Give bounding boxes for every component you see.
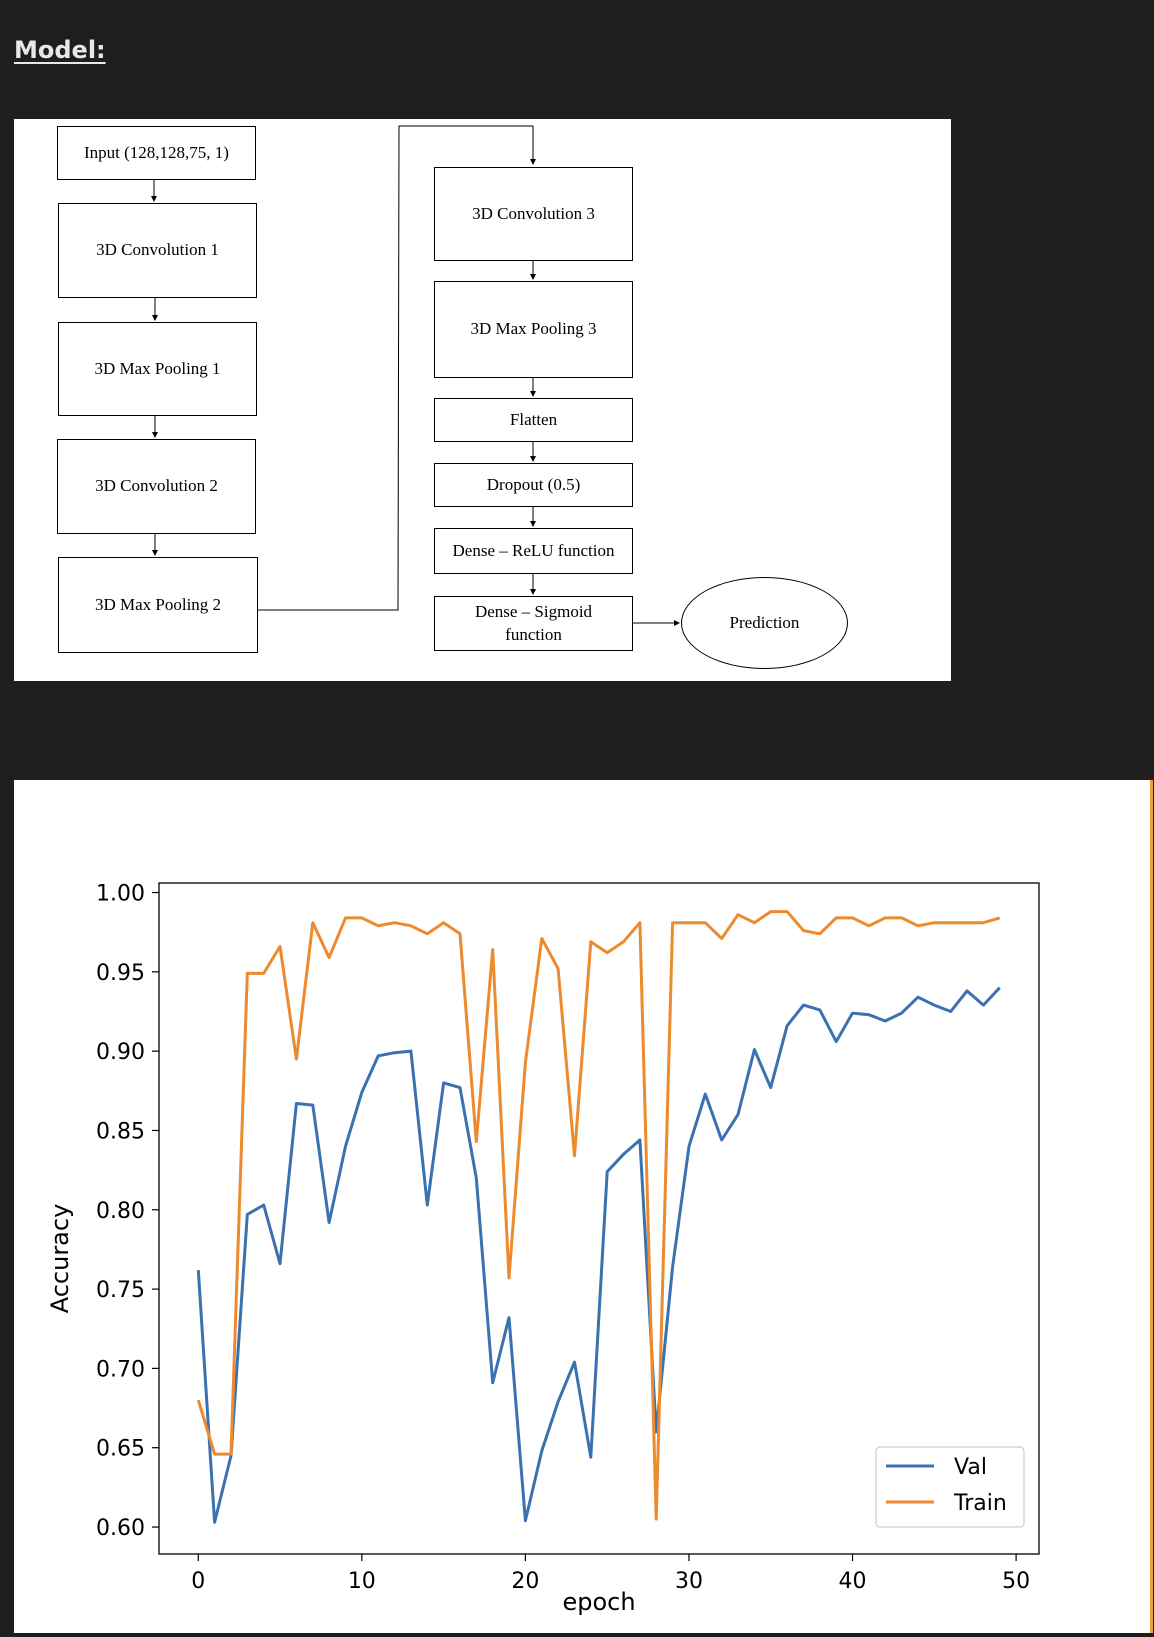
maxpool3-box: 3D Max Pooling 3 <box>434 281 633 378</box>
x-axis-label: epoch <box>562 1588 635 1616</box>
y-tick-label: 0.60 <box>96 1516 145 1541</box>
conv1-box: 3D Convolution 1 <box>58 203 257 298</box>
accuracy-line-chart: 0.60 0.65 0.70 0.75 0.80 0.85 0.90 0.95 1.00 0 10… <box>46 882 1040 1616</box>
dense-sigmoid-line2: function <box>505 624 562 644</box>
x-tick-label: 20 <box>511 1569 539 1594</box>
y-axis-ticks: 0.60 0.65 0.70 0.75 0.80 0.85 0.90 0.95 1.00 <box>96 882 159 1541</box>
chart-legend: Val Train <box>875 1446 1025 1528</box>
y-tick-label: 0.85 <box>96 1119 145 1144</box>
y-tick-label: 0.70 <box>96 1357 145 1382</box>
model-architecture-diagram: Input (128,128,75, 1) 3D Convolution 1 3… <box>14 119 951 681</box>
flatten-box: Flatten <box>434 398 633 442</box>
dropout-box: Dropout (0.5) <box>434 463 633 507</box>
model-heading: Model: <box>14 36 106 64</box>
x-tick-label: 40 <box>839 1569 867 1594</box>
x-axis-ticks: 0 10 20 30 40 50 <box>191 1554 1030 1594</box>
plot-area-frame <box>158 882 1040 1555</box>
input-layer-box: Input (128,128,75, 1) <box>57 126 256 180</box>
diagram-connectors <box>151 125 680 626</box>
chart-panel-edge <box>1150 780 1153 1633</box>
series-line-val <box>196 986 1001 1524</box>
legend-label-val: Val <box>954 1455 987 1480</box>
conv3-box: 3D Convolution 3 <box>434 167 633 261</box>
y-tick-label: 0.75 <box>96 1278 145 1303</box>
dense-sigmoid-box: Dense – Sigmoid function <box>434 596 633 651</box>
maxpool1-box: 3D Max Pooling 1 <box>58 322 257 416</box>
maxpool2-box: 3D Max Pooling 2 <box>58 557 258 653</box>
dense-sigmoid-line1: Dense – Sigmoid <box>474 602 593 622</box>
series-lines <box>196 910 1001 1524</box>
dense-relu-box: Dense – ReLU function <box>434 528 633 574</box>
accuracy-chart-panel: 0.60 0.65 0.70 0.75 0.80 0.85 0.90 0.95 1.00 0 10… <box>14 780 1150 1633</box>
connector-pool2-conv3 <box>258 125 536 611</box>
y-tick-label: 0.80 <box>96 1199 145 1224</box>
x-tick-label: 10 <box>348 1569 376 1594</box>
y-axis-label: Accuracy <box>46 1204 74 1314</box>
x-tick-label: 0 <box>191 1569 205 1594</box>
y-tick-label: 0.65 <box>96 1437 145 1462</box>
y-tick-label: 0.90 <box>96 1040 145 1065</box>
prediction-ellipse: Prediction <box>681 577 848 669</box>
x-tick-label: 50 <box>1002 1569 1030 1594</box>
conv2-box: 3D Convolution 2 <box>57 439 256 534</box>
y-tick-label: 0.95 <box>96 961 145 986</box>
y-tick-label: 1.00 <box>96 882 145 907</box>
legend-label-train: Train <box>953 1491 1007 1516</box>
x-tick-label: 30 <box>675 1569 703 1594</box>
series-line-train <box>196 910 1001 1521</box>
